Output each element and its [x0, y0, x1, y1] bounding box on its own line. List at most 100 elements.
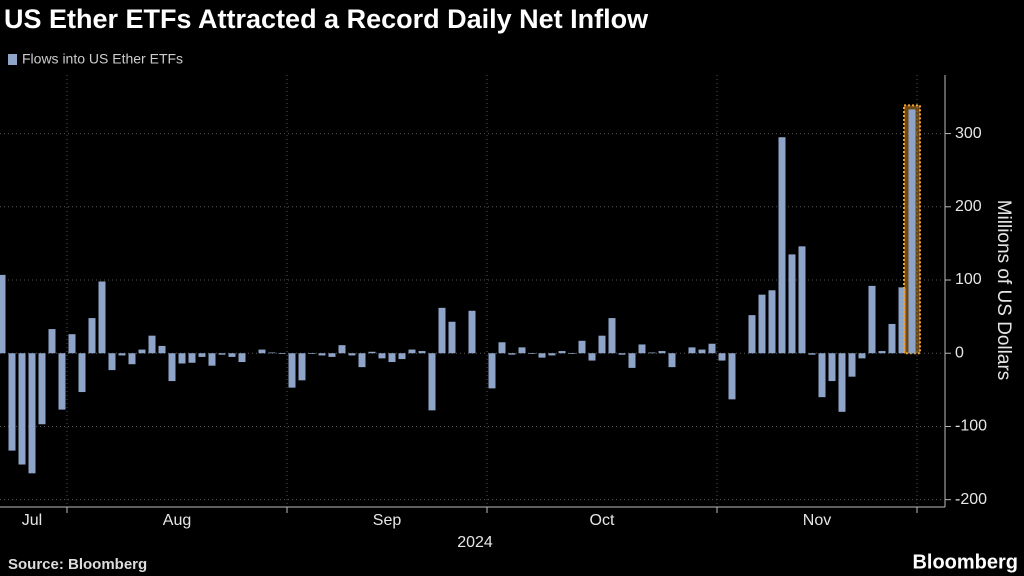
bar: [698, 349, 706, 354]
bar: [538, 353, 546, 358]
bar: [438, 307, 446, 354]
source: Source: Bloomberg: [8, 556, 147, 573]
chart-title: US Ether ETFs Attracted a Record Daily N…: [4, 4, 649, 34]
bar: [688, 347, 696, 354]
bar: [528, 353, 536, 354]
bar: [78, 353, 86, 393]
bar: [628, 353, 636, 368]
bar: [518, 347, 526, 354]
bar: [178, 353, 186, 364]
bar: [318, 353, 326, 356]
bar: [848, 353, 856, 377]
bar: [648, 352, 656, 354]
bar: [68, 334, 76, 354]
bar: [368, 351, 376, 354]
y-tick-label: 300: [955, 125, 982, 142]
bar: [378, 353, 386, 359]
bar: [258, 349, 266, 354]
bar: [418, 351, 426, 354]
x-tick-label: Jul: [22, 512, 42, 529]
bar: [498, 342, 506, 354]
bar: [708, 343, 716, 354]
y-tick-label: -200: [955, 491, 987, 508]
legend-label: Flows into US Ether ETFs: [22, 51, 183, 67]
bar: [98, 281, 106, 354]
bar: [188, 353, 196, 363]
bar: [88, 318, 96, 354]
bar: [878, 351, 886, 354]
bar: [18, 353, 26, 465]
bar: [148, 335, 156, 354]
bar: [0, 274, 6, 354]
bar: [198, 353, 206, 357]
x-tick-label: Oct: [590, 512, 615, 529]
bar: [28, 353, 36, 474]
bar: [728, 353, 736, 400]
y-tick-label: 200: [955, 198, 982, 215]
y-axis-title: Millions of US Dollars: [993, 200, 1014, 381]
bar: [778, 137, 786, 354]
bar: [238, 353, 246, 363]
bar: [828, 353, 836, 382]
bar: [358, 353, 366, 368]
bar: [488, 353, 496, 389]
brand: Bloomberg: [912, 551, 1018, 573]
x-tick-label: Nov: [803, 512, 831, 529]
bar: [468, 310, 476, 354]
bar: [658, 351, 666, 354]
bar: [48, 329, 56, 354]
bar: [798, 246, 806, 354]
bar: [288, 353, 296, 388]
bar: [758, 294, 766, 354]
bar: [588, 353, 596, 361]
bar: [58, 353, 66, 410]
bar: [618, 353, 626, 355]
bar: [568, 353, 576, 354]
bar: [908, 109, 916, 354]
bar: [558, 351, 566, 354]
bar: [108, 353, 116, 371]
bar: [858, 353, 866, 359]
bar: [578, 340, 586, 354]
bar: [278, 353, 286, 354]
bar: [8, 353, 16, 451]
y-tick-label: 0: [955, 344, 964, 361]
bar: [448, 321, 456, 354]
bar: [128, 353, 136, 365]
bar: [838, 353, 846, 412]
bar: [638, 344, 646, 354]
bar: [168, 353, 176, 382]
x-tick-label: Sep: [373, 512, 402, 529]
bar: [308, 353, 316, 354]
bar: [608, 318, 616, 354]
bar: [328, 353, 336, 357]
bar: [748, 315, 756, 354]
y-tick-label: 100: [955, 271, 982, 288]
bar: [768, 290, 776, 354]
bar: [718, 353, 726, 361]
bar: [118, 353, 126, 356]
bar: [508, 353, 516, 355]
bar: [788, 254, 796, 354]
bar: [668, 353, 676, 368]
bar: [298, 353, 306, 381]
bar: [208, 353, 216, 366]
x-axis-title: 2024: [457, 534, 493, 551]
bar: [268, 352, 276, 354]
bar: [338, 345, 346, 354]
bar: [38, 353, 46, 425]
bar: [228, 353, 236, 357]
legend-swatch: [8, 54, 17, 65]
bar: [598, 335, 606, 354]
y-tick-label: -100: [955, 418, 987, 435]
bar: [428, 353, 436, 411]
bar: [408, 349, 416, 354]
bar: [348, 353, 356, 356]
bar: [398, 353, 406, 360]
bar: [808, 353, 816, 355]
bar: [818, 353, 826, 398]
bar: [548, 353, 556, 356]
bar: [888, 323, 896, 354]
x-tick-label: Aug: [163, 512, 191, 529]
